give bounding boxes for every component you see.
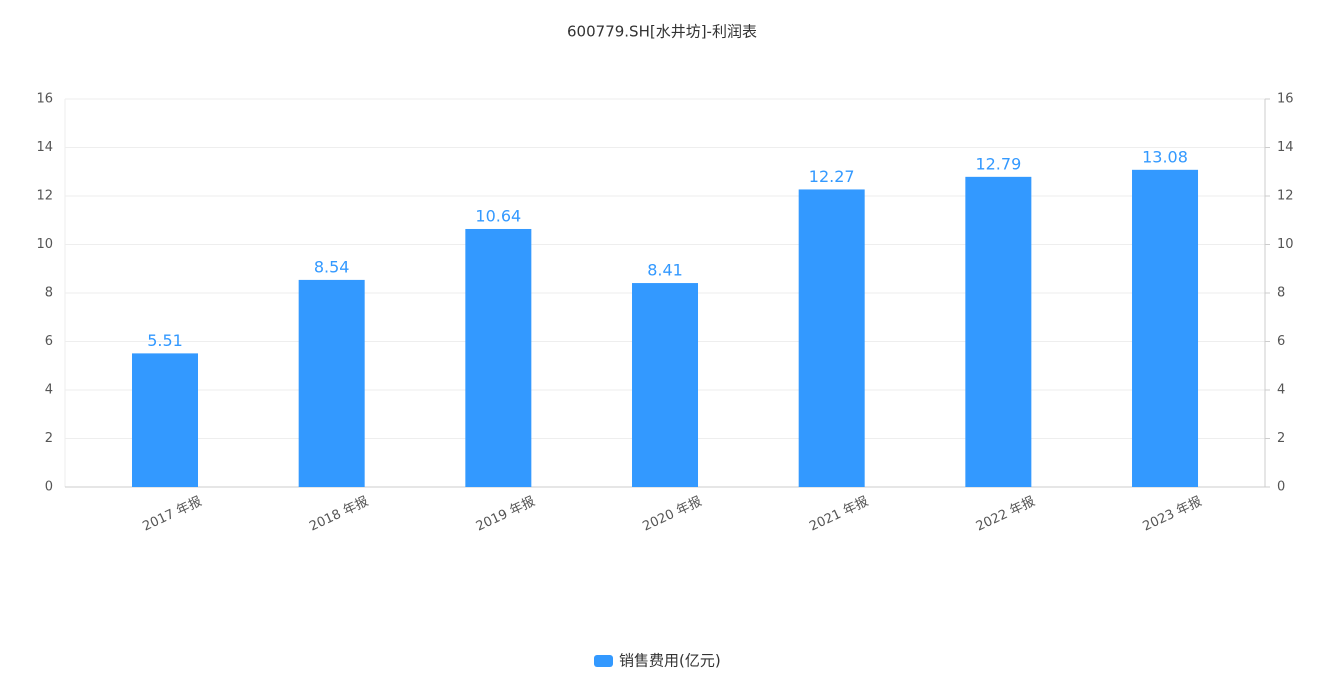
value-label: 13.08 xyxy=(1142,147,1188,166)
value-label: 10.64 xyxy=(475,206,521,225)
bar xyxy=(465,228,532,488)
legend-swatch xyxy=(594,655,613,667)
y2-tick-label: 4 xyxy=(1277,383,1285,398)
y2-tick-label: 16 xyxy=(1277,92,1294,107)
y-tick-label: 6 xyxy=(45,334,53,349)
y2-tick-label: 6 xyxy=(1277,334,1285,349)
value-label: 12.79 xyxy=(975,154,1021,173)
value-label: 12.27 xyxy=(809,167,855,186)
y-tick-label: 0 xyxy=(45,480,53,495)
y2-tick-label: 0 xyxy=(1277,480,1285,495)
bar xyxy=(632,283,699,487)
y2-tick-label: 2 xyxy=(1277,431,1285,446)
value-label: 8.54 xyxy=(314,257,350,276)
y-tick-label: 2 xyxy=(45,431,53,446)
y2-tick-label: 8 xyxy=(1277,286,1285,301)
value-label: 8.41 xyxy=(647,261,683,280)
x-tick-label: 2017 年报 xyxy=(141,494,205,534)
x-tick-label: 2018 年报 xyxy=(307,494,371,534)
bar xyxy=(298,279,365,487)
y-tick-label: 12 xyxy=(36,189,53,204)
x-tick-label: 2020 年报 xyxy=(641,494,705,534)
legend-label: 销售费用(亿元) xyxy=(619,652,721,670)
bar xyxy=(132,353,198,487)
y-tick-label: 16 xyxy=(36,92,53,107)
x-tick-label: 2023 年报 xyxy=(1141,494,1205,534)
y-tick-label: 4 xyxy=(45,383,53,398)
value-label: 5.51 xyxy=(147,331,183,350)
y-tick-label: 14 xyxy=(36,140,53,155)
bar xyxy=(798,189,865,487)
bar xyxy=(1132,169,1199,487)
bar xyxy=(965,176,1032,487)
chart-title: 600779.SH[水井坊]-利润表 xyxy=(567,23,757,41)
y2-tick-label: 14 xyxy=(1277,140,1294,155)
x-tick-label: 2021 年报 xyxy=(807,494,871,534)
y-tick-label: 10 xyxy=(36,237,53,252)
y2-tick-label: 12 xyxy=(1277,189,1294,204)
y2-tick-label: 10 xyxy=(1277,237,1294,252)
x-tick-label: 2022 年报 xyxy=(974,494,1038,534)
y-tick-label: 8 xyxy=(45,286,53,301)
x-tick-label: 2019 年报 xyxy=(474,494,538,534)
